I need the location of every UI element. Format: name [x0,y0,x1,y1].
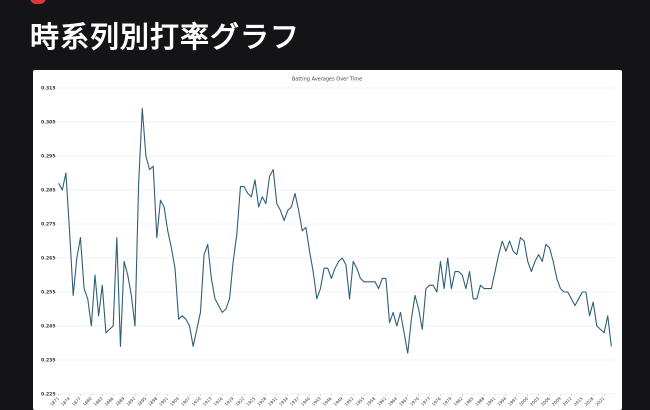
x-tick-label: 1874 [60,396,71,407]
x-tick-label: 1931 [267,396,278,407]
x-tick-label: 2021 [594,396,605,407]
page-title: 時系列別打率グラフ [30,20,301,54]
y-tick-label: 0.305 [41,120,56,126]
x-tick-label: 2015 [573,396,584,407]
x-tick-label: 1922 [234,396,245,407]
x-tick-label: 1907 [180,396,191,407]
x-tick-label: 1916 [213,396,224,407]
x-tick-label: 1955 [354,396,365,407]
x-tick-label: 1901 [158,396,169,407]
x-tick-label: 1952 [344,396,355,407]
y-tick-label: 0.245 [41,324,56,330]
x-tick-label: 1997 [507,396,518,407]
x-tick-label: 1967 [398,396,409,407]
x-tick-label: 1871 [49,396,60,407]
chart: Batting Averages Over Time 0.225 0.235 0.2… [41,77,615,407]
y-tick-label: 0.265 [41,256,56,262]
chart-panel: Batting Averages Over Time 0.225 0.235 0.2… [33,70,622,410]
x-tick-label: 1928 [256,396,267,407]
x-tick-label: 1985 [464,396,475,407]
x-tick-label: 1982 [453,396,464,407]
x-tick-label: 1940 [300,396,311,407]
x-tick-label: 1925 [245,396,256,407]
x-tick-label: 1895 [136,396,147,407]
x-tick-label: 1994 [496,396,507,407]
y-tick-label: 0.285 [41,188,56,194]
x-tick-label: 2000 [518,396,529,407]
x-tick-label: 1958 [365,396,376,407]
x-tick-label: 2009 [551,396,562,407]
x-tick-label: 1910 [191,396,202,407]
y-tick-label: 0.275 [41,222,56,228]
x-tick-label: 1934 [278,396,289,407]
x-tick-label: 1964 [387,396,398,407]
x-tick-label: 2018 [584,396,595,407]
logo [30,0,46,4]
y-tick-label: 0.225 [41,392,56,398]
x-tick-label: 1886 [104,396,115,407]
y-tick-label: 0.235 [41,358,56,364]
x-tick-label: 1988 [474,396,485,407]
x-tick-label: 1946 [322,396,333,407]
x-tick-label: 1991 [485,396,496,407]
x-tick-label: 1970 [409,396,420,407]
x-tick-label: 1904 [169,396,180,407]
chart-title: Batting Averages Over Time [292,77,362,83]
data-line [58,107,612,354]
x-tick-label: 1973 [420,396,431,407]
x-tick-label: 1949 [333,396,344,407]
x-tick-label: 1892 [125,396,136,407]
x-tick-label: 1913 [202,396,213,407]
x-tick-label: 1883 [93,396,104,407]
x-tick-label: 2012 [562,396,573,407]
x-tick-label: 1898 [147,396,158,407]
x-tick-label: 2006 [540,396,551,407]
x-tick-label: 1919 [224,396,235,407]
x-tick-label: 1961 [376,396,387,407]
x-tick-label: 1937 [289,396,300,407]
x-tick-label: 1880 [82,396,93,407]
x-tick-label: 1976 [431,396,442,407]
x-tick-label: 2003 [529,396,540,407]
y-tick-label: 0.315 [41,86,56,92]
x-tick-label: 1877 [71,396,82,407]
x-tick-label: 1979 [442,396,453,407]
x-tick-label: 1889 [114,396,125,407]
y-tick-label: 0.295 [41,154,56,160]
y-tick-label: 0.255 [41,290,56,296]
x-tick-label: 1943 [311,396,322,407]
